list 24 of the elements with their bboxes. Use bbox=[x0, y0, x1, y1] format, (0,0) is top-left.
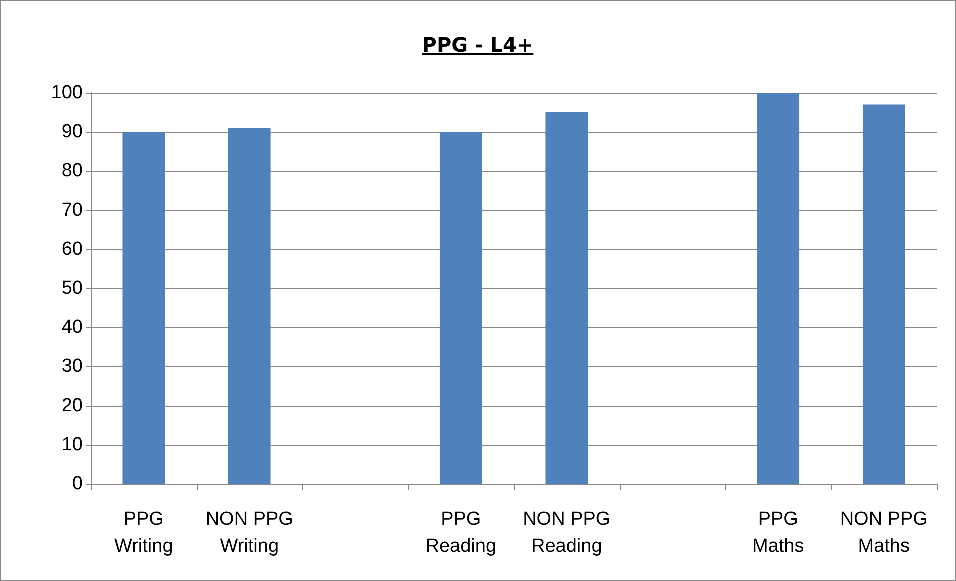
x-tick-label: PPG Maths bbox=[752, 509, 804, 557]
y-tick-label: 100 bbox=[51, 82, 83, 104]
y-tick-label: 0 bbox=[72, 474, 83, 494]
x-tick-label: PPG Writing bbox=[114, 509, 174, 557]
y-tick-label: 30 bbox=[62, 356, 83, 378]
x-tick-label: NON PPG Maths bbox=[840, 509, 928, 557]
y-tick-label: 10 bbox=[62, 434, 83, 456]
y-tick-label: 80 bbox=[62, 160, 83, 182]
bar bbox=[440, 132, 482, 484]
x-tick-label: PPG Reading bbox=[426, 509, 497, 557]
y-tick-label: 90 bbox=[62, 122, 83, 143]
bar bbox=[546, 112, 588, 484]
bar bbox=[228, 128, 271, 484]
y-tick-label: 70 bbox=[62, 200, 83, 221]
y-tick-label: 60 bbox=[62, 238, 83, 260]
bar bbox=[862, 104, 906, 484]
bar bbox=[757, 93, 800, 484]
y-tick-label: 20 bbox=[62, 395, 83, 416]
y-tick-label: 50 bbox=[62, 278, 83, 299]
x-tick-label: NON PPG Reading bbox=[523, 509, 611, 557]
x-tick-label: NON PPG Writing bbox=[206, 509, 294, 557]
bar bbox=[122, 132, 166, 484]
y-tick-label: 40 bbox=[62, 317, 83, 338]
chart-title: PPG - L4+ bbox=[421, 33, 535, 57]
